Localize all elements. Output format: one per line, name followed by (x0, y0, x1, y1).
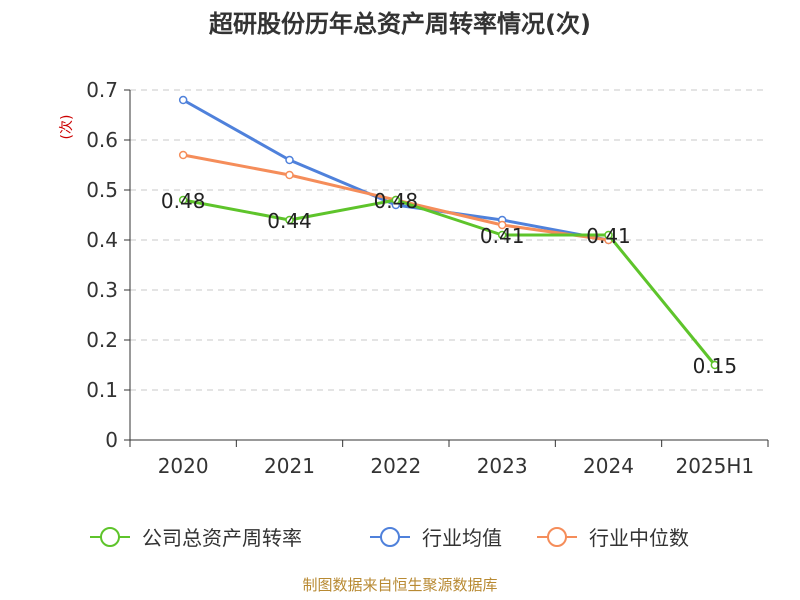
source-note: 制图数据来自恒生聚源数据库 (302, 576, 497, 594)
series (178, 95, 720, 370)
axes: 0 0.1 0.2 0.3 0.4 0.5 0.6 0.7 2020 2021 2022 2023 20… (86, 78, 769, 478)
series-1 (178, 95, 613, 245)
legend-item: 行业中位数 (537, 526, 689, 550)
y-tick-label: 0.3 (86, 278, 118, 302)
data-point (285, 215, 294, 225)
legend-item: 行业均值 (370, 526, 502, 550)
data-point (285, 170, 294, 180)
legend-marker (547, 527, 567, 547)
data-point (604, 230, 613, 240)
y-tick-label: 0.7 (86, 78, 118, 102)
x-tick-label: 2024 (583, 454, 634, 478)
chart-title: 超研股份历年总资产周转率情况(次) (209, 10, 591, 38)
data-label: 0.48 (374, 189, 419, 213)
series-0 (178, 195, 720, 370)
legend: 公司总资产周转率 行业均值 行业中位数 (90, 526, 689, 550)
data-point (497, 220, 507, 230)
data-label: 0.15 (693, 354, 738, 378)
data-point (285, 155, 294, 165)
y-tick-label: 0.6 (86, 128, 118, 152)
y-tick-label: 0.1 (86, 378, 118, 402)
data-point (391, 195, 401, 205)
data-point (710, 360, 720, 370)
legend-marker (380, 527, 400, 547)
legend-label: 行业均值 (422, 526, 502, 550)
y-tick-label: 0 (105, 428, 118, 452)
x-tick-label: 2022 (370, 454, 421, 478)
x-tick-label: 2023 (477, 454, 528, 478)
legend-item: 公司总资产周转率 (90, 526, 302, 550)
data-label: 0.48 (161, 189, 206, 213)
y-tick-label: 0.4 (86, 228, 118, 252)
data-labels: 0.48 0.44 0.48 0.41 0.41 0.15 (161, 189, 737, 378)
legend-label: 公司总资产周转率 (142, 526, 302, 550)
legend-marker (100, 527, 120, 547)
y-tick-label: 0.2 (86, 328, 118, 352)
series-line (182, 98, 609, 242)
data-point (178, 150, 188, 160)
data-point (178, 95, 188, 105)
data-label: 0.41 (480, 224, 525, 248)
x-tick-label: 2025H1 (675, 454, 754, 478)
x-tick-label: 2021 (264, 454, 315, 478)
series-line (182, 198, 716, 366)
data-label: 0.44 (267, 209, 312, 233)
gridlines (130, 89, 768, 391)
y-tick-label: 0.5 (86, 178, 118, 202)
legend-label: 行业中位数 (589, 526, 689, 550)
y-axis-label: (次) (59, 115, 75, 140)
data-label: 0.41 (586, 224, 631, 248)
data-point (497, 230, 507, 240)
data-point (178, 195, 188, 205)
x-tick-label: 2020 (158, 454, 209, 478)
